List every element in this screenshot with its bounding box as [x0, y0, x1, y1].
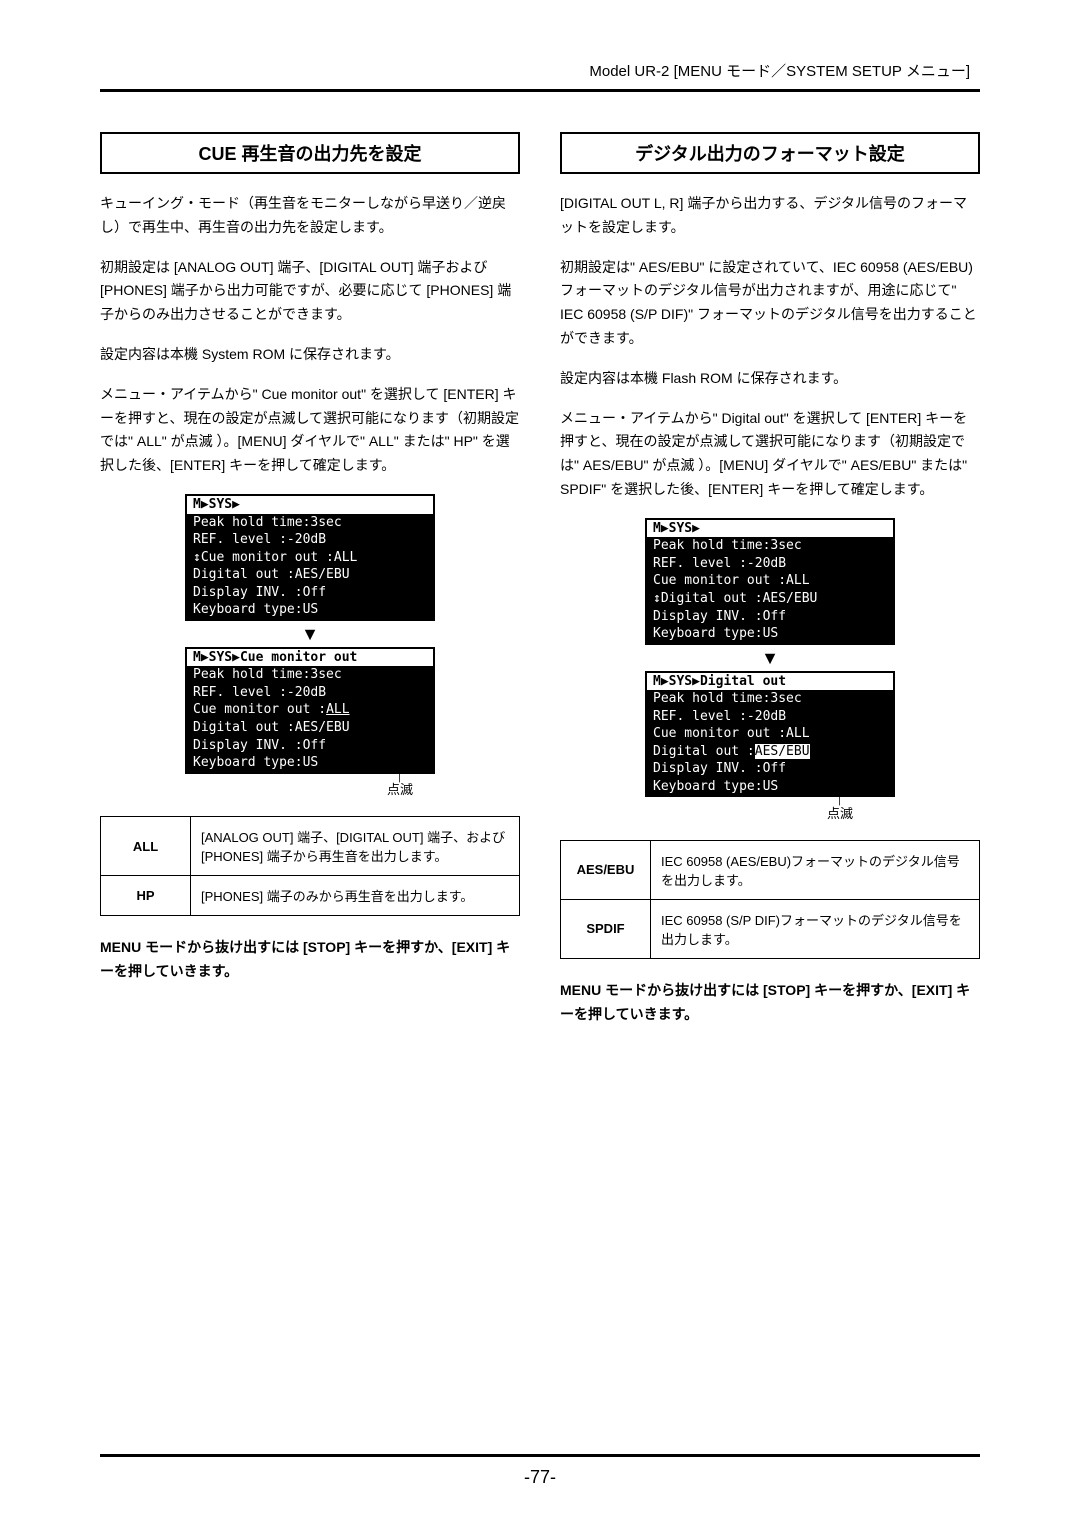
lcd-header: M▶SYS▶Digital out — [647, 673, 893, 691]
lcd-line: Peak hold time:3sec — [647, 537, 893, 555]
lcd-line: REF. level :-20dB — [647, 708, 893, 726]
opt-key: AES/EBU — [561, 840, 651, 899]
lcd-line: REF. level :-20dB — [647, 555, 893, 573]
opt-desc: [PHONES] 端子のみから再生音を出力します。 — [191, 876, 520, 916]
right-lcd-group: M▶SYS▶ Peak hold time:3sec REF. level :-… — [560, 518, 980, 822]
lcd-header: M▶SYS▶Cue monitor out — [187, 649, 433, 667]
opt-desc: IEC 60958 (AES/EBU)フォーマットのデジタル信号を出力します。 — [651, 840, 980, 899]
blink-caption-row: │ 点滅 — [185, 774, 435, 799]
table-row: SPDIF IEC 60958 (S/P DIF)フォーマットのデジタル信号を出… — [561, 899, 980, 958]
lcd-line: ↕Digital out :AES/EBU — [647, 590, 893, 608]
lcd-line: Peak hold time:3sec — [187, 514, 433, 532]
lcd-line: ↕Cue monitor out :ALL — [187, 549, 433, 567]
blink-value: AES/EBU — [755, 744, 810, 759]
right-section-title: デジタル出力のフォーマット設定 — [560, 132, 980, 174]
page-footer: -77- — [100, 1454, 980, 1488]
left-section-title: CUE 再生音の出力先を設定 — [100, 132, 520, 174]
lcd-line: Keyboard type:US — [647, 778, 893, 796]
left-p3: 設定内容は本機 System ROM に保存されます。 — [100, 343, 520, 367]
lcd-line: Digital out :AES/EBU — [187, 566, 433, 584]
lcd-line: Display INV. :Off — [187, 584, 433, 602]
lcd-line: REF. level :-20dB — [187, 684, 433, 702]
opt-key: SPDIF — [561, 899, 651, 958]
lcd-line: Cue monitor out :ALL — [647, 725, 893, 743]
blink-caption: 点滅 — [365, 779, 435, 798]
right-lcd1: M▶SYS▶ Peak hold time:3sec REF. level :-… — [645, 518, 895, 645]
left-p4: メニュー・アイテムから" Cue monitor out" を選択して [ENT… — [100, 383, 520, 478]
lcd-line: Cue monitor out :ALL — [187, 701, 433, 719]
page-number: -77- — [100, 1467, 980, 1488]
arrow-down-icon: ▼ — [761, 649, 779, 667]
right-options-table: AES/EBU IEC 60958 (AES/EBU)フォーマットのデジタル信号… — [560, 840, 980, 959]
right-p2: 初期設定は" AES/EBU" に設定されていて、IEC 60958 (AES/… — [560, 256, 980, 351]
lcd-header: M▶SYS▶ — [187, 496, 433, 514]
header-rule — [100, 89, 980, 92]
lcd-line: Display INV. :Off — [647, 608, 893, 626]
left-column: CUE 再生音の出力先を設定 キューイング・モード（再生音をモニターしながら早送… — [100, 132, 520, 1027]
blink-caption-row: │ 点滅 — [645, 797, 895, 822]
blink-caption: 点滅 — [785, 803, 895, 822]
left-lcd1: M▶SYS▶ Peak hold time:3sec REF. level :-… — [185, 494, 435, 621]
lcd-line: Display INV. :Off — [647, 760, 893, 778]
arrow-down-icon: ▼ — [301, 625, 319, 643]
right-exit-note: MENU モードから抜け出すには [STOP] キーを押すか、[EXIT] キー… — [560, 979, 980, 1027]
lcd-line: Keyboard type:US — [187, 754, 433, 772]
left-exit-note: MENU モードから抜け出すには [STOP] キーを押すか、[EXIT] キー… — [100, 936, 520, 984]
opt-key: HP — [101, 876, 191, 916]
page-header: Model UR-2 [MENU モード／SYSTEM SETUP メニュー] — [100, 60, 980, 81]
right-p1: [DIGITAL OUT L, R] 端子から出力する、デジタル信号のフォーマッ… — [560, 192, 980, 240]
right-lcd2: M▶SYS▶Digital out Peak hold time:3sec RE… — [645, 671, 895, 798]
table-row: HP [PHONES] 端子のみから再生音を出力します。 — [101, 876, 520, 916]
lcd-header: M▶SYS▶ — [647, 520, 893, 538]
right-p4: メニュー・アイテムから" Digital out" を選択して [ENTER] … — [560, 407, 980, 502]
blink-value: ALL — [326, 702, 349, 717]
opt-key: ALL — [101, 817, 191, 876]
right-p3: 設定内容は本機 Flash ROM に保存されます。 — [560, 367, 980, 391]
left-p1: キューイング・モード（再生音をモニターしながら早送り／逆戻し）で再生中、再生音の… — [100, 192, 520, 240]
lcd-line: Display INV. :Off — [187, 737, 433, 755]
left-options-table: ALL [ANALOG OUT] 端子、[DIGITAL OUT] 端子、および… — [100, 816, 520, 916]
lcd-line: Keyboard type:US — [647, 625, 893, 643]
lcd-line: Peak hold time:3sec — [647, 690, 893, 708]
table-row: AES/EBU IEC 60958 (AES/EBU)フォーマットのデジタル信号… — [561, 840, 980, 899]
lcd-line: Digital out :AES/EBU — [187, 719, 433, 737]
lcd-line: REF. level :-20dB — [187, 531, 433, 549]
opt-desc: IEC 60958 (S/P DIF)フォーマットのデジタル信号を出力します。 — [651, 899, 980, 958]
lcd-line: Keyboard type:US — [187, 601, 433, 619]
content-columns: CUE 再生音の出力先を設定 キューイング・モード（再生音をモニターしながら早送… — [100, 132, 980, 1027]
table-row: ALL [ANALOG OUT] 端子、[DIGITAL OUT] 端子、および… — [101, 817, 520, 876]
right-column: デジタル出力のフォーマット設定 [DIGITAL OUT L, R] 端子から出… — [560, 132, 980, 1027]
footer-rule — [100, 1454, 980, 1457]
left-lcd-group: M▶SYS▶ Peak hold time:3sec REF. level :-… — [100, 494, 520, 798]
opt-desc: [ANALOG OUT] 端子、[DIGITAL OUT] 端子、および [PH… — [191, 817, 520, 876]
lcd-line: Cue monitor out :ALL — [647, 572, 893, 590]
lcd-line: Digital out :AES/EBU — [647, 743, 893, 761]
left-lcd2: M▶SYS▶Cue monitor out Peak hold time:3se… — [185, 647, 435, 774]
lcd-line: Peak hold time:3sec — [187, 666, 433, 684]
left-p2: 初期設定は [ANALOG OUT] 端子、[DIGITAL OUT] 端子およ… — [100, 256, 520, 327]
